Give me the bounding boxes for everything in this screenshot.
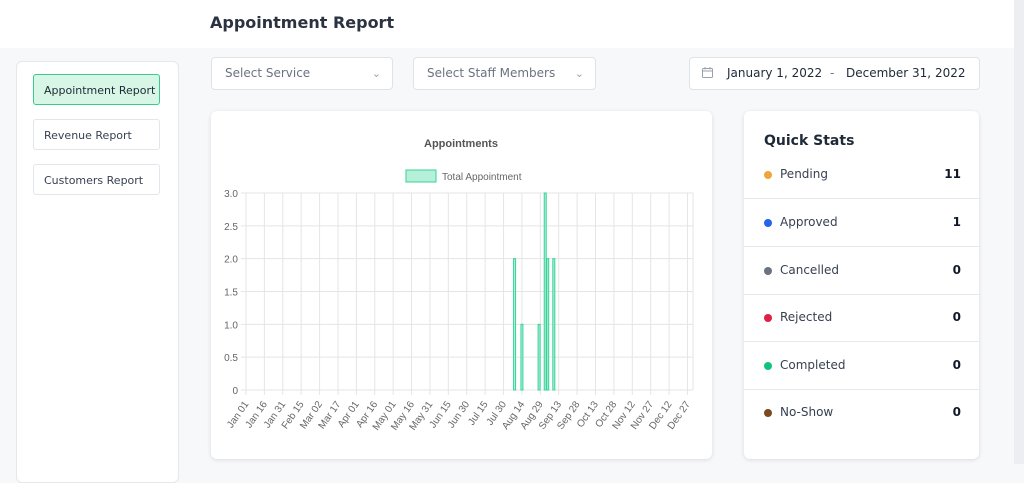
service-select-placeholder: Select Service bbox=[225, 66, 311, 80]
bar bbox=[513, 258, 517, 391]
staff-select[interactable]: Select Staff Members ⌄ bbox=[413, 57, 596, 90]
stat-value: 0 bbox=[952, 263, 961, 277]
y-tick-label: 1.0 bbox=[224, 320, 238, 331]
stat-row-rejected: Rejected 0 bbox=[744, 294, 979, 342]
sidebar-item-customers-report[interactable]: Customers Report bbox=[33, 164, 160, 195]
date-separator: - bbox=[830, 66, 835, 80]
legend-label: Total Appointment bbox=[442, 172, 522, 183]
stat-row-completed: Completed 0 bbox=[744, 342, 979, 390]
chart-title: Appointments bbox=[424, 138, 498, 150]
stat-row-pending: Pending 11 bbox=[744, 151, 979, 199]
status-dot-icon bbox=[764, 314, 772, 322]
stat-label: Cancelled bbox=[780, 263, 839, 277]
bar bbox=[537, 323, 541, 391]
stat-row-approved: Approved 1 bbox=[744, 199, 979, 247]
chevron-down-icon: ⌄ bbox=[371, 67, 381, 80]
y-tick-label: 2.5 bbox=[224, 222, 238, 233]
top-bar bbox=[0, 0, 1014, 48]
status-dot-icon bbox=[764, 362, 772, 370]
y-tick-label: 1.5 bbox=[224, 288, 238, 299]
appointments-chart-card: Appointments Total Appointment 0 0.5 1.0 1.5 2… bbox=[211, 111, 712, 459]
report-sidebar: Appointment Report Revenue Report Custom… bbox=[16, 61, 179, 483]
stat-label: No-Show bbox=[780, 405, 834, 419]
staff-select-placeholder: Select Staff Members bbox=[427, 66, 556, 80]
scrollbar-track[interactable] bbox=[1014, 0, 1024, 464]
status-dot-icon bbox=[764, 171, 772, 179]
stat-value: 11 bbox=[944, 167, 961, 181]
date-start: January 1, 2022 bbox=[727, 66, 823, 80]
calendar-icon bbox=[702, 67, 713, 78]
chevron-down-icon: ⌄ bbox=[574, 67, 584, 80]
quick-stats-title: Quick Stats bbox=[764, 133, 855, 149]
stat-value: 0 bbox=[952, 358, 961, 372]
stat-label: Pending bbox=[780, 167, 828, 181]
stat-value: 1 bbox=[952, 215, 961, 229]
service-select[interactable]: Select Service ⌄ bbox=[211, 57, 393, 90]
bar bbox=[546, 258, 550, 391]
stat-row-cancelled: Cancelled 0 bbox=[744, 247, 979, 295]
y-tick-label: 0 bbox=[232, 386, 238, 397]
status-dot-icon bbox=[764, 267, 772, 275]
bar bbox=[520, 323, 524, 391]
bar bbox=[552, 258, 556, 391]
stat-label: Approved bbox=[780, 215, 838, 229]
stat-row-no-show: No-Show 0 bbox=[744, 389, 979, 436]
sidebar-item-appointment-report[interactable]: Appointment Report bbox=[33, 74, 160, 105]
appointments-chart: Appointments Total Appointment 0 0.5 1.0 1.5 2… bbox=[224, 138, 694, 433]
stat-label: Rejected bbox=[780, 310, 833, 324]
stat-value: 0 bbox=[952, 405, 961, 419]
status-dot-icon bbox=[764, 219, 772, 227]
date-end: December 31, 2022 bbox=[846, 66, 966, 80]
y-tick-label: 3.0 bbox=[224, 189, 238, 200]
stat-label: Completed bbox=[780, 358, 846, 372]
y-tick-label: 2.0 bbox=[224, 255, 238, 266]
y-tick-label: 0.5 bbox=[224, 353, 238, 364]
status-dot-icon bbox=[764, 409, 772, 417]
quick-stats-card: Quick Stats Pending 11 Approved 1 Cancel… bbox=[744, 111, 979, 459]
bar bbox=[543, 192, 547, 391]
stat-value: 0 bbox=[952, 310, 961, 324]
sidebar-item-revenue-report[interactable]: Revenue Report bbox=[33, 119, 160, 150]
page-title: Appointment Report bbox=[210, 13, 395, 32]
legend-swatch bbox=[405, 169, 437, 183]
date-range-picker[interactable]: January 1, 2022 - December 31, 2022 bbox=[689, 57, 980, 90]
